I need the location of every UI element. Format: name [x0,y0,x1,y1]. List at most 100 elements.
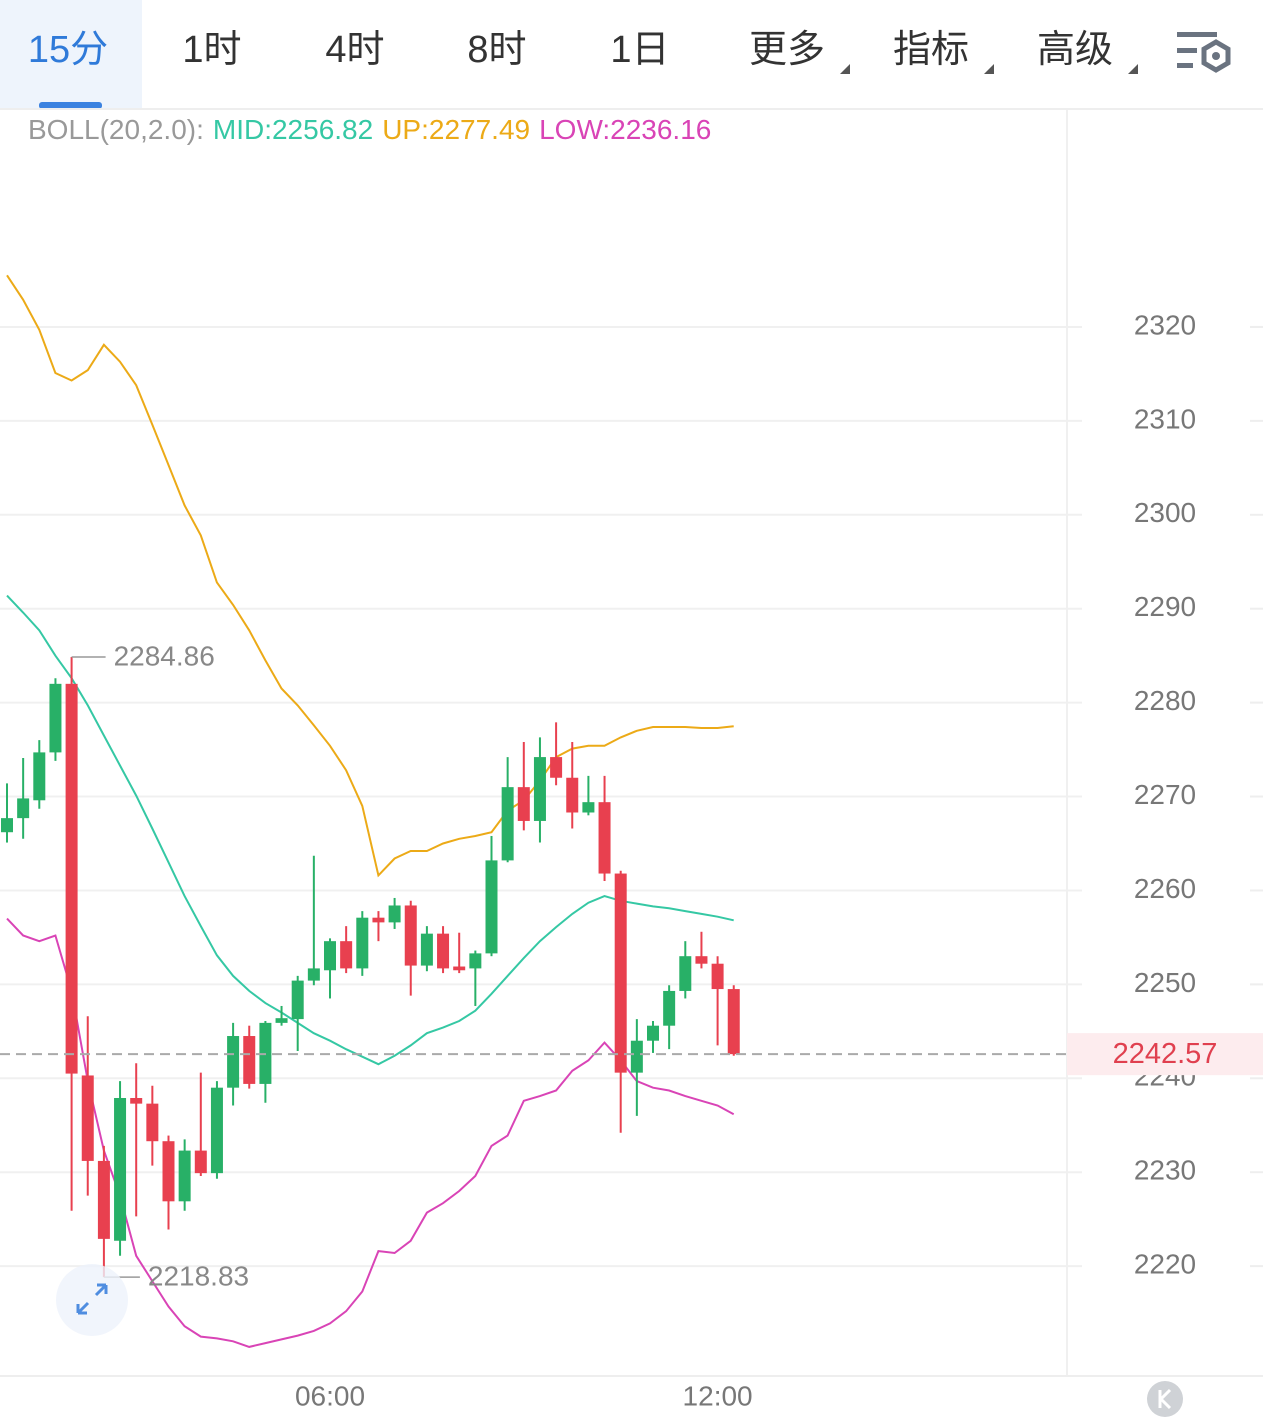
band-line [6,274,734,878]
candle-body [340,941,353,969]
y-tick-label: 2250 [1134,967,1196,998]
tab[interactable]: 1日 [610,29,669,71]
tab-dropdown-mark [984,64,994,74]
candle-body [356,917,369,969]
candle-body [550,757,563,778]
candle-body [372,917,385,923]
candle-body [485,860,498,954]
candle-body [517,787,530,821]
candle-body [243,1036,256,1084]
tab-bar: 15分 1时 4时 8时 1日 更多 指标 高级 [0,0,1138,109]
icon-bar [1177,32,1217,37]
y-tick-label: 2280 [1134,685,1196,716]
candle-body [630,1040,643,1073]
candle-body [566,777,579,813]
tab-indicator [39,102,102,109]
candle-body [420,933,433,966]
candle-body [598,802,611,874]
candle-body [437,933,450,969]
last-price-bg [1067,1033,1263,1076]
candle-body [695,956,708,964]
candle-body [33,752,46,801]
icon-hex [1201,39,1231,73]
grid: 2220223022402250226022702280229023002310… [0,309,1263,1411]
k-button[interactable] [1147,1381,1183,1417]
candle-body [324,941,336,971]
candle-body [679,956,692,991]
candle-body [1,818,13,833]
candle-body [582,802,595,813]
x-tick-label: 12:00 [683,1380,753,1411]
candle-body [711,963,724,990]
tab[interactable]: 1时 [182,29,241,71]
candle-body [130,1098,143,1104]
candle-body [81,1075,94,1161]
band-line [6,917,735,1348]
expand-button[interactable] [56,1264,128,1336]
tab-selected-bg [0,0,142,108]
candle-body [453,966,466,971]
candle-body [501,787,514,861]
tab[interactable]: 15分 [28,29,108,71]
candle-body [97,1160,110,1239]
candle-body [388,905,401,923]
candle-body [65,683,78,1074]
y-tick-label: 2310 [1134,403,1196,434]
y-tick-label: 2300 [1134,497,1196,528]
candle-body [663,990,676,1026]
y-tick-label: 2230 [1134,1155,1196,1186]
tab[interactable]: 指标 [893,29,969,71]
plot: 2284.86 2218.83 2242.57 [0,274,1263,1348]
settings-icon[interactable] [1177,32,1231,73]
k-glyph [1158,1388,1172,1410]
min-label: 2218.83 [148,1260,249,1291]
candle-body [469,953,482,969]
last-price-label: 2242.57 [1113,1038,1218,1070]
candle-body [291,980,304,1020]
y-tick-label: 2270 [1134,779,1196,810]
legend-title: BOLL(20,2.0): [28,114,204,145]
candle-body [178,1150,191,1202]
legend-entry: MID:2256.82 [213,114,373,145]
candle-body [614,873,627,1073]
y-tick-label: 2320 [1134,309,1196,340]
candle-body [533,757,546,821]
candle-body [227,1036,240,1088]
tab[interactable]: 4时 [325,29,384,71]
candle-body [727,989,740,1055]
max-label: 2284.86 [114,640,215,671]
tab[interactable]: 更多 [749,29,825,71]
expand-arrows [76,1283,108,1315]
y-tick-label: 2260 [1134,873,1196,904]
candle-body [49,683,62,753]
candle-body [404,905,417,966]
tab[interactable]: 8时 [467,29,526,71]
tab[interactable]: 高级 [1037,29,1113,71]
legend: BOLL(20,2.0): MID:2256.82 UP:2277.49 LOW:22… [28,114,711,145]
candle-body [307,968,320,981]
candle-body [17,798,30,819]
candle-body [162,1141,175,1202]
legend-entry: LOW:2236.16 [539,114,711,145]
expand-bg [56,1264,128,1336]
y-tick-label: 2290 [1134,591,1196,622]
candle-body [210,1087,223,1174]
x-tick-label: 06:00 [295,1380,365,1411]
candle-body [647,1025,659,1041]
y-tick-label: 2220 [1134,1249,1196,1280]
candle-body [114,1098,127,1241]
icon-bar [1177,48,1197,53]
icon-dot [1212,52,1220,60]
icon-bar [1177,63,1193,68]
legend-entry: UP:2277.49 [382,114,530,145]
k-bg [1147,1381,1183,1417]
candle-body [146,1103,159,1142]
candle-body [275,1018,288,1023]
tab-dropdown-mark [840,64,850,74]
band-line [6,594,734,1066]
tab-dropdown-mark [1128,64,1138,74]
candle-body [194,1150,207,1174]
